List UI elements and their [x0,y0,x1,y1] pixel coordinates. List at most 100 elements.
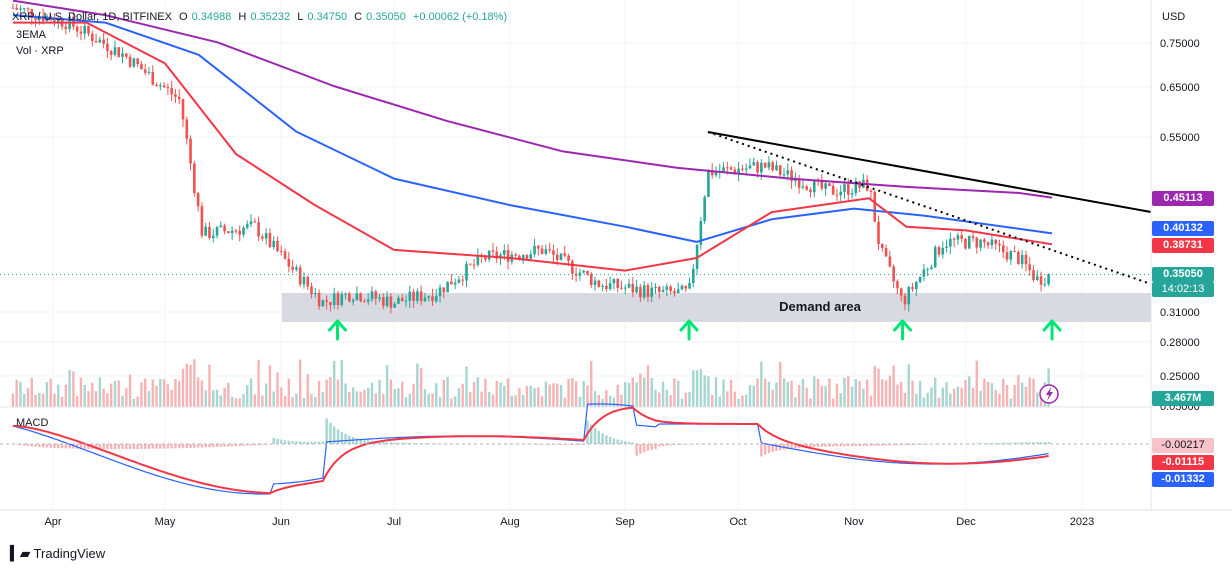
volume-bar [907,364,910,407]
candle-body [729,167,733,170]
volume-bar [166,384,170,407]
macd-histogram-bar [820,444,824,447]
symbol-title[interactable]: XRP / U.S. Dollar, 1D, BITFINEX [12,11,172,23]
macd-histogram-bar [661,444,665,446]
macd-histogram-bar [302,441,306,444]
volume-bar [601,398,604,407]
low-label: L [297,11,304,23]
candle-body [752,162,756,166]
volume-bar [514,395,517,407]
volume-bar [1005,384,1009,407]
indicator-ema-label[interactable]: 3EMA [16,29,46,41]
candle-body [960,235,963,239]
candle-body [453,282,457,285]
volume-bar [635,382,638,407]
volume-bar [990,383,994,407]
macd-histogram-bar [310,441,313,444]
candle-body [601,285,604,287]
volume-bar [34,394,37,407]
candle-body [623,287,627,289]
volume-bar [397,388,400,407]
candle-body [552,250,555,255]
indicator-macd-label[interactable]: MACD [16,417,49,429]
volume-bar [707,376,710,407]
macd-histogram-bar [888,444,892,446]
macd-histogram-bar [556,444,559,445]
macd-histogram-bar [760,444,763,457]
candle-body [113,47,117,55]
candle-body [979,239,982,248]
candle-body [1039,276,1043,285]
volume-bar [658,392,661,407]
volume-bar [355,391,359,407]
macd-histogram-bar [49,444,52,448]
candle-body [404,300,408,302]
candle-body [487,250,491,260]
volume-bar [298,359,302,407]
candle-body [809,189,812,193]
volume-bar [461,383,464,407]
candle-body [332,293,336,305]
macd-histogram-bar [881,444,884,446]
volume-bar [1002,378,1005,407]
volume-bar [57,384,60,407]
volume-bar [72,371,75,407]
volume-bar [261,395,264,407]
macd-histogram-bar [94,444,98,449]
volume-bar [941,387,944,407]
macd-histogram-bar [567,444,570,445]
macd-histogram-bar [340,431,343,444]
candle-body [869,190,873,192]
candle-body [442,287,446,293]
volume-bar [525,386,529,407]
volume-bar [1032,378,1035,407]
candle-body [22,8,26,10]
legend-symbol-row: XRP / U.S. Dollar, 1D, BITFINEX O 0.34988… [12,11,511,23]
volume-bar [272,391,275,407]
candle-body [612,278,616,284]
macd-histogram-bar [869,444,873,446]
volume-bar [348,391,351,407]
candle-body [393,303,396,308]
macd-histogram-bar [986,443,990,444]
candle-body [268,233,272,248]
macd-histogram-bar [159,444,162,449]
volume-bar [442,379,446,407]
volume-bar [314,396,317,407]
candle-body [189,138,192,164]
tradingview-logo[interactable]: ▍▰ TradingView [10,545,105,562]
volume-bar [597,395,601,407]
candle-body [208,226,211,239]
candle-body [1009,251,1013,260]
volume-bar [699,369,703,407]
candle-body [98,39,102,43]
macd-histogram-bar [601,433,604,444]
macd-histogram-bar [219,444,223,447]
macd-histogram-bar [892,444,895,446]
candle-body [597,280,601,287]
candle-body [317,293,321,307]
macd-histogram-bar [109,444,113,450]
volume-bar [684,392,687,407]
macd-histogram-bar [994,443,997,444]
volume-bar [30,377,34,407]
macd-histogram-bar [646,444,650,451]
volume-bar [178,380,181,407]
volume-bar [956,386,960,407]
volume-bar [665,389,669,407]
volume-bar [45,381,49,407]
macd-histogram-bar [79,444,83,449]
volume-bar [121,395,124,407]
volume-tag: 3.467M [1152,391,1214,406]
candle-body [945,246,948,248]
macd-histogram-bar [359,438,362,444]
candle-body [340,294,344,305]
candle-body [389,296,393,308]
volume-bar [41,393,45,407]
volume-bar [329,377,332,407]
indicator-volume-label[interactable]: Vol · XRP [16,45,64,57]
support-arrow [1042,319,1062,341]
candle-body [83,25,87,34]
lightning-icon[interactable] [1039,384,1059,404]
